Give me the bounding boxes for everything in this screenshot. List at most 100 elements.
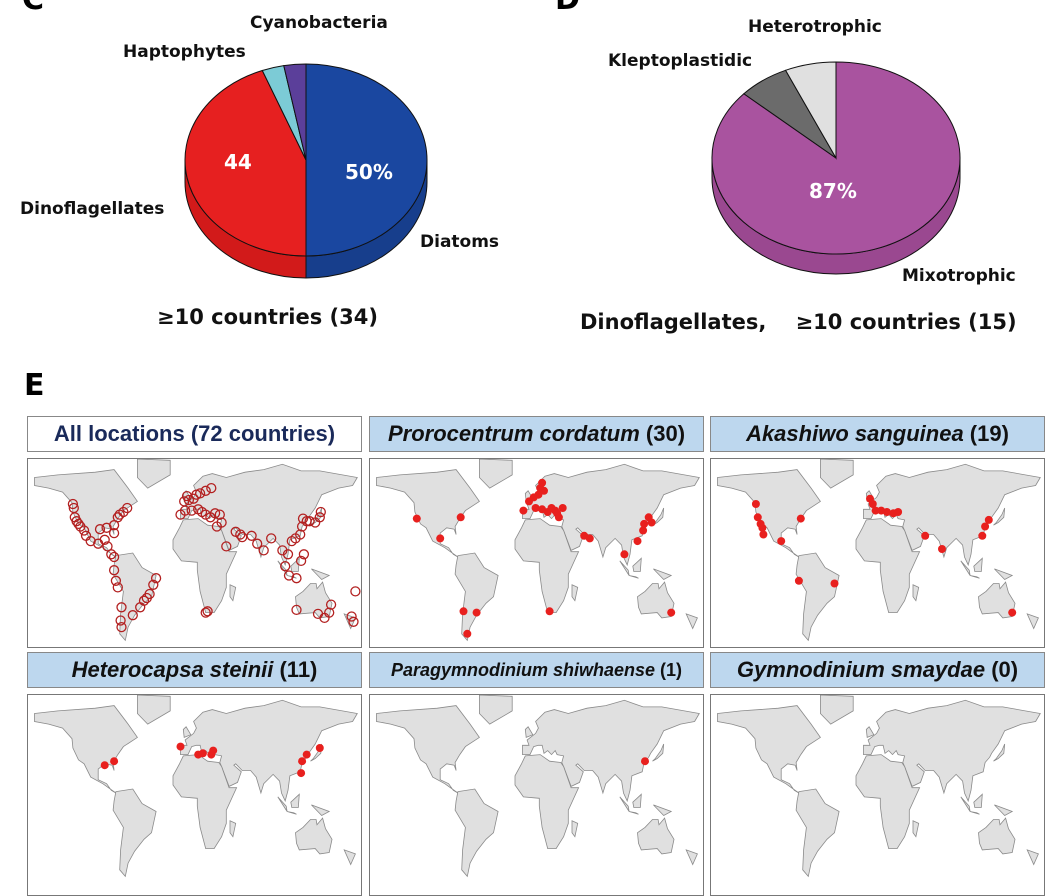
continent-shape — [522, 699, 700, 803]
location-marker — [304, 516, 315, 527]
location-marker — [179, 505, 191, 516]
location-marker — [135, 602, 146, 613]
location-marker — [298, 757, 307, 766]
location-marker — [148, 579, 159, 590]
location-marker — [463, 629, 472, 638]
location-marker — [106, 549, 117, 560]
continent-shape — [112, 788, 157, 878]
continent-shape — [454, 552, 499, 642]
location-marker — [412, 514, 421, 523]
location-marker — [112, 582, 123, 593]
location-marker — [981, 522, 990, 531]
location-marker — [108, 565, 120, 576]
location-marker — [871, 506, 880, 515]
location-marker — [459, 607, 468, 616]
species-name: Gymnodinium smaydae — [736, 657, 986, 682]
location-marker — [183, 494, 195, 506]
location-marker — [116, 621, 127, 633]
pie-chart-d — [711, 61, 961, 275]
continent-shape — [993, 743, 1006, 762]
location-marker — [280, 561, 291, 572]
location-marker — [315, 744, 324, 752]
continent-shape — [112, 552, 157, 642]
continent-shape — [653, 804, 673, 816]
continent-shape — [993, 507, 1006, 526]
country-count: (1) — [655, 660, 683, 680]
map-title: Prorocentrum cordatum (30) — [369, 416, 704, 452]
continent-shape — [795, 552, 840, 642]
location-marker — [122, 502, 133, 514]
continent-shape — [310, 743, 323, 762]
location-marker — [667, 608, 676, 617]
location-marker — [73, 518, 84, 530]
country-count: (0) — [985, 657, 1019, 682]
label-heterotrophic: Heterotrophic — [748, 17, 882, 37]
panel-label-d: D — [555, 0, 580, 17]
location-marker — [758, 523, 767, 532]
location-marker — [315, 506, 326, 518]
label-mixotrophic: Mixotrophic — [902, 266, 1016, 286]
location-marker — [325, 599, 337, 610]
continent-shape — [137, 459, 171, 489]
map-title-text: All locations (72 countries) — [53, 421, 336, 446]
location-marker — [436, 534, 445, 543]
continent-shape — [628, 811, 639, 815]
location-marker — [545, 607, 554, 616]
continent-shape — [479, 695, 513, 725]
location-marker — [108, 527, 120, 539]
location-marker — [295, 529, 306, 540]
location-marker — [283, 570, 295, 581]
continent-shape — [619, 560, 630, 576]
location-marker — [116, 602, 127, 613]
location-marker — [350, 586, 361, 597]
location-marker — [110, 575, 122, 586]
location-marker — [100, 761, 109, 770]
world-map — [710, 458, 1045, 648]
label-kleptoplastidic: Kleptoplastidic — [608, 51, 753, 71]
pie-slice-cyanobacteria — [283, 63, 307, 161]
continent-shape — [229, 584, 237, 602]
map-title: All locations (72 countries) — [27, 416, 362, 452]
world-map-svg — [34, 695, 358, 878]
continent-shape — [1026, 849, 1039, 866]
location-marker — [110, 757, 119, 766]
location-marker — [67, 498, 79, 510]
continent-shape — [1026, 613, 1039, 630]
continent-shape — [912, 584, 920, 602]
country-count: (11) — [273, 657, 318, 682]
continent-shape — [376, 469, 480, 558]
value-mixotrophic: 87% — [809, 179, 857, 203]
location-marker — [302, 750, 311, 759]
location-marker — [200, 607, 211, 618]
location-marker — [282, 549, 294, 560]
world-map-svg — [376, 695, 700, 878]
continent-shape — [820, 459, 854, 489]
continent-shape — [172, 518, 238, 614]
location-marker — [620, 550, 629, 559]
continent-shape — [514, 518, 580, 614]
location-marker — [540, 486, 548, 495]
location-marker — [108, 551, 120, 563]
location-marker — [298, 549, 310, 560]
continent-shape — [637, 817, 675, 855]
continent-shape — [619, 796, 630, 812]
location-marker — [538, 478, 547, 487]
continent-shape — [290, 793, 300, 808]
continent-shape — [343, 849, 356, 866]
continent-shape — [855, 518, 921, 614]
location-marker — [214, 509, 225, 520]
continent-shape — [376, 705, 480, 794]
label-haptophytes: Haptophytes — [123, 42, 246, 62]
world-map-svg — [717, 695, 1041, 878]
location-marker — [312, 608, 324, 620]
continent-shape — [973, 793, 983, 808]
world-map-svg — [717, 459, 1041, 642]
continent-shape — [978, 581, 1016, 619]
continent-shape — [34, 705, 138, 794]
location-marker — [456, 513, 465, 522]
continent-shape — [311, 804, 331, 816]
world-map — [27, 458, 362, 648]
continent-shape — [182, 726, 192, 738]
location-marker — [266, 533, 277, 544]
continent-shape — [295, 581, 333, 619]
